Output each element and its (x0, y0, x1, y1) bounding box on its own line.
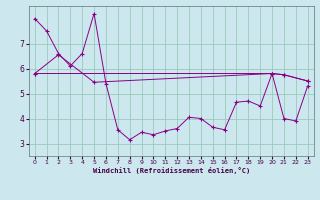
X-axis label: Windchill (Refroidissement éolien,°C): Windchill (Refroidissement éolien,°C) (92, 167, 250, 174)
